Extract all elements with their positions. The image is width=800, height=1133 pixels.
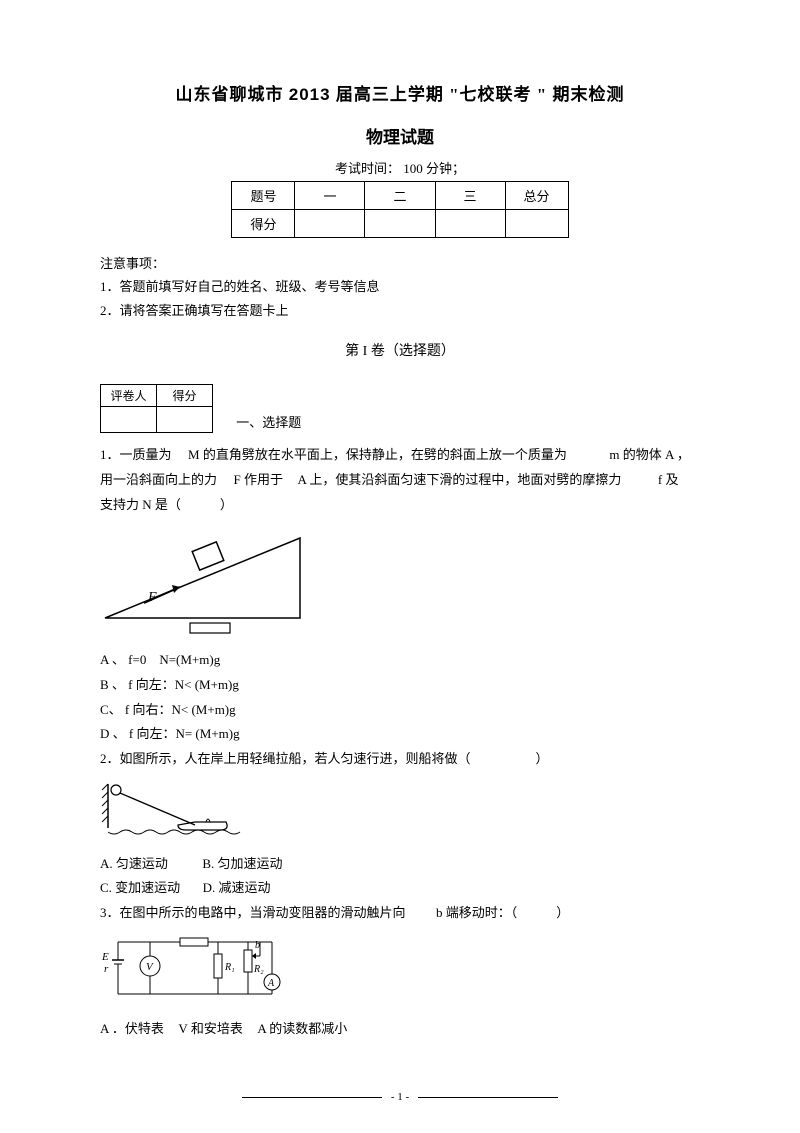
q2-option-a: A. 匀速运动 [100,856,168,871]
question-3: 3．在图中所示的电路中，当滑动变阻器的滑动触片向 b 端移动时：（ ） [100,901,700,926]
page-title-line1: 山东省聊城市 2013 届高三上学期 "七校联考 " 期末检测 [100,80,700,105]
q1-text: 1．一质量为 [100,447,172,462]
q1-text: 用一沿斜面向上的力 [100,472,217,487]
q3-figure: E r V R₁ R₂ b A [100,932,700,1011]
exam-time-label: 考试时间： [335,161,400,176]
table-row: 评卷人 得分 [101,385,213,407]
q1-text: 支持力 N 是（ ） [100,497,233,512]
notes-heading: 注意事项： [100,252,700,275]
grader-col-person: 评卷人 [101,385,157,407]
title-year: 2013 [289,85,331,104]
q1-option-c: C、 f 向右：N< (M+m)g [100,698,700,723]
exam-time: 考试时间： 100 分钟； [100,158,700,177]
svg-text:F: F [147,590,157,605]
svg-text:r: r [104,963,109,975]
table-row: 题号 一 二 三 总分 [232,182,568,210]
q3-options: A ．伏特表 V 和安培表 A 的读数都减小 [100,1017,700,1042]
q1-option-b: B 、 f 向左：N< (M+m)g [100,673,700,698]
score-row-label: 得分 [232,210,295,238]
q2-options: A. 匀速运动 B. 匀加速运动 C. 变加速运动 D. 减速运动 [100,852,700,901]
svg-text:R₂: R₂ [253,964,264,975]
subsection-label: 一、选择题 [236,412,301,431]
q2-option-b: B. 匀加速运动 [202,856,282,871]
notes-line: 1．答题前填写好自己的姓名、班级、考号等信息 [100,275,700,298]
score-header-2: 二 [365,182,435,210]
page-title-line2: 物理试题 [100,123,700,148]
grader-cell [157,407,213,433]
q3-option-a-mid: V 和安培表 [178,1021,242,1036]
q3-option-a: A ．伏特表 [100,1021,164,1036]
question-2: 2．如图所示，人在岸上用轻绳拉船，若人匀速行进，则船将做（ ） [100,747,700,772]
score-cell [505,210,568,238]
q1-text: A 上，使其沿斜面匀速下滑的过程中，地面对劈的摩擦力 [298,472,622,487]
notes-block: 注意事项： 1．答题前填写好自己的姓名、班级、考号等信息 2．请将答案正确填写在… [100,252,700,322]
grader-table: 评卷人 得分 [100,384,213,433]
score-header-total: 总分 [505,182,568,210]
q1-option-a: A 、 f=0 N=(M+m)g [100,648,700,673]
question-1: 1．一质量为 M 的直角劈放在水平面上，保持静止，在劈的斜面上放一个质量为 m … [100,443,700,517]
score-cell [365,210,435,238]
q3-text: b 端移动时：（ ） [436,905,569,920]
page-number-text: - 1 - [391,1091,409,1103]
q1-text: m 的物体 A ， [609,447,690,462]
svg-text:A: A [267,978,275,989]
score-cell [435,210,505,238]
page-number: - 1 - [0,1091,800,1103]
q1-options: A 、 f=0 N=(M+m)g B 、 f 向左：N< (M+m)g C、 f… [100,648,700,747]
q1-text: F 作用于 [234,472,283,487]
svg-text:R₁: R₁ [224,962,235,973]
q1-option-d: D 、 f 向左：N= (M+m)g [100,722,700,747]
q2-option-d: D. 减速运动 [203,880,271,895]
svg-text:b: b [255,940,260,951]
title-pre: 山东省聊城市 [176,85,284,104]
q3-option-a-end: A 的读数都减小 [257,1021,347,1036]
exam-time-value: 100 分钟； [403,161,465,176]
score-cell [295,210,365,238]
grader-col-score: 得分 [157,385,213,407]
q2-option-c: C. 变加速运动 [100,880,180,895]
table-row [101,407,213,433]
svg-text:E: E [101,951,109,963]
score-header-1: 一 [295,182,365,210]
grader-row: 评卷人 得分 一、选择题 [100,384,700,433]
q1-text: f 及 [658,472,679,487]
title-post: 届高三上学期 "七校联考 " 期末检测 [336,85,625,104]
q1-text: M 的直角劈放在水平面上，保持静止，在劈的斜面上放一个质量为 [188,447,567,462]
score-header-3: 三 [435,182,505,210]
score-table: 题号 一 二 三 总分 得分 [231,181,568,238]
grader-cell [101,407,157,433]
notes-line: 2．请将答案正确填写在答题卡上 [100,299,700,322]
q1-figure: F [100,523,700,642]
q3-text: 3．在图中所示的电路中，当滑动变阻器的滑动触片向 [100,905,406,920]
section-title: 第 I 卷（选择题） [100,340,700,360]
table-row: 得分 [232,210,568,238]
q2-figure [100,778,700,846]
q2-text: 2．如图所示，人在岸上用轻绳拉船，若人匀速行进，则船将做（ ） [100,751,549,766]
score-header-num: 题号 [232,182,295,210]
